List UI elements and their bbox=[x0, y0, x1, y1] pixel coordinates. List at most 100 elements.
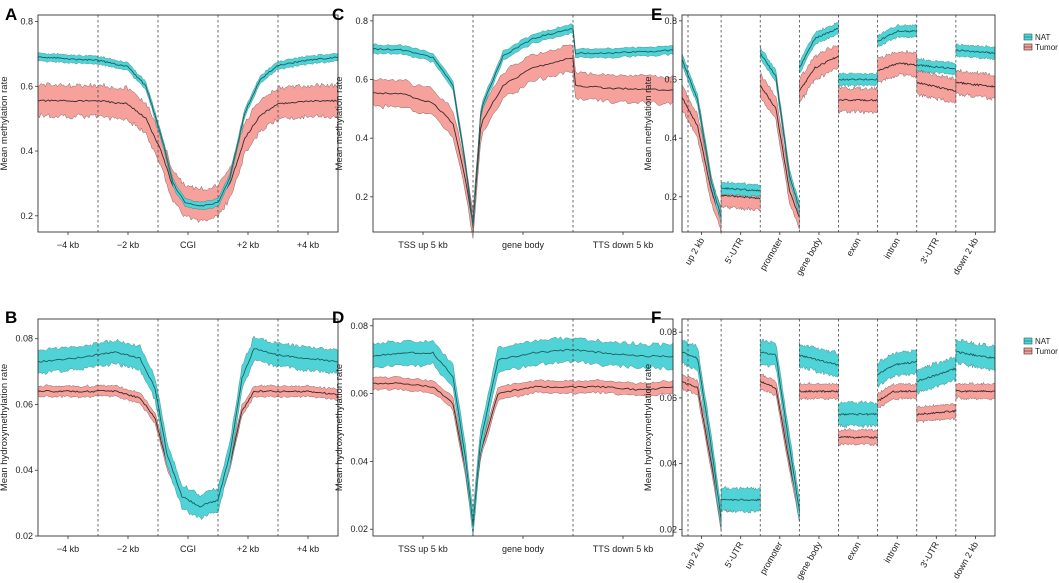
y-tick-label: 0.6 bbox=[20, 81, 33, 91]
band-nat-F-5 bbox=[877, 348, 918, 388]
x-tick-label: intron bbox=[882, 540, 902, 564]
band-nat-C-0 bbox=[372, 23, 674, 231]
y-tick-label: 0.08 bbox=[15, 334, 33, 344]
x-tick-label: gene body bbox=[502, 544, 545, 554]
x-tick-label: +2 kb bbox=[237, 240, 259, 250]
line-nat-F-7 bbox=[955, 351, 996, 359]
y-tick-label: 0.02 bbox=[659, 524, 677, 534]
y-tick-label: 0.08 bbox=[350, 321, 368, 331]
y-tick-label: 0.8 bbox=[664, 16, 677, 26]
x-tick-label: 3′-UTR bbox=[918, 236, 941, 266]
line-nat-F-5 bbox=[877, 360, 917, 376]
x-tick-label: −2 kb bbox=[117, 544, 139, 554]
x-tick-label: exon bbox=[844, 540, 862, 562]
band-tumor-F-2 bbox=[760, 373, 800, 521]
x-tick-label: TTS down 5 kb bbox=[593, 544, 654, 554]
x-tick-label: up 2 kb bbox=[683, 540, 706, 571]
y-axis-label: Mean methylation rate bbox=[334, 77, 345, 171]
x-tick-label: TTS down 5 kb bbox=[593, 240, 654, 250]
y-tick-label: 0.04 bbox=[350, 456, 368, 466]
x-tick-label: +4 kb bbox=[297, 240, 319, 250]
panel-letter: E bbox=[651, 5, 662, 24]
band-nat-E-3 bbox=[799, 22, 839, 74]
panel-letter: D bbox=[332, 308, 344, 327]
line-tumor-E-7 bbox=[955, 81, 996, 88]
x-tick-label: TSS up 5 kb bbox=[398, 240, 448, 250]
panel-F: 0.02 0.04 0.06 0.08 up 2 kb 5′-UTR promoter gen… bbox=[643, 308, 996, 581]
y-axis-label: Mean hydroxymethylation rate bbox=[0, 364, 10, 491]
line-nat-F-1 bbox=[720, 498, 761, 502]
x-tick-label: exon bbox=[844, 236, 862, 258]
line-tumor-E-3 bbox=[799, 55, 839, 92]
x-tick-label: promoter bbox=[758, 540, 785, 576]
y-tick-label: 0.2 bbox=[664, 192, 677, 202]
x-tick-label: gene body bbox=[794, 236, 824, 278]
y-axis-label: Mean methylation rate bbox=[0, 77, 10, 171]
line-nat-E-2 bbox=[759, 52, 800, 209]
line-tumor-F-3 bbox=[799, 389, 839, 393]
line-nat-F-2 bbox=[759, 351, 800, 510]
band-tumor-E-4 bbox=[838, 85, 878, 115]
line-nat-E-5 bbox=[877, 29, 917, 42]
line-nat-E-0 bbox=[681, 58, 722, 218]
x-tick-label: intron bbox=[882, 236, 902, 260]
legend-label-nat: NAT bbox=[1035, 337, 1051, 346]
panel-A: 0.2 0.4 0.6 0.8 −4 kb −2 kb CGI +2 kb +4 kb Mean … bbox=[0, 5, 339, 250]
y-tick-label: 0.2 bbox=[355, 192, 368, 202]
panel-letter: F bbox=[651, 308, 661, 327]
line-tumor-F-4 bbox=[838, 435, 878, 439]
line-tumor-F-2 bbox=[760, 381, 800, 514]
y-tick-label: 0.4 bbox=[664, 133, 677, 143]
panel-E: 0.2 0.4 0.6 0.8 up 2 kb 5′-UTR promoter gene bo… bbox=[643, 5, 996, 278]
legend-label-tumor: Tumor bbox=[1035, 347, 1058, 356]
line-tumor-E-1 bbox=[721, 194, 761, 200]
x-tick-label: gene body bbox=[502, 240, 545, 250]
x-tick-label: −2 kb bbox=[117, 240, 139, 250]
y-tick-label: 0.6 bbox=[664, 75, 677, 85]
band-nat-D-0 bbox=[372, 336, 674, 537]
y-tick-label: 0.8 bbox=[20, 16, 33, 26]
band-tumor-E-5 bbox=[877, 49, 918, 84]
y-tick-label: 0.6 bbox=[355, 75, 368, 85]
band-tumor-F-6 bbox=[916, 402, 957, 424]
band-nat-F-2 bbox=[760, 338, 800, 523]
x-tick-label: down 2 kb bbox=[951, 236, 980, 277]
x-tick-label: +2 kb bbox=[237, 544, 259, 554]
band-tumor-D-0 bbox=[372, 376, 674, 534]
plot-frame bbox=[681, 14, 996, 233]
panel-C: 0.2 0.4 0.6 0.8 TSS up 5 kb gene body TTS down… bbox=[332, 5, 674, 250]
line-nat-F-3 bbox=[799, 354, 839, 366]
y-tick-label: 0.02 bbox=[350, 524, 368, 534]
line-nat-E-7 bbox=[955, 49, 996, 55]
line-nat-D-0 bbox=[372, 348, 674, 526]
plot-frame bbox=[681, 318, 996, 537]
line-nat-F-4 bbox=[838, 412, 878, 416]
legend-label-nat: NAT bbox=[1035, 33, 1051, 42]
line-nat-E-3 bbox=[799, 27, 839, 69]
y-axis-label: Mean hydroxymethylation rate bbox=[643, 364, 654, 491]
line-nat-B-0 bbox=[37, 348, 339, 508]
panel-letter: B bbox=[5, 308, 17, 327]
line-tumor-F-6 bbox=[916, 409, 957, 416]
y-tick-label: 0.06 bbox=[659, 393, 677, 403]
band-tumor-E-0 bbox=[681, 84, 722, 234]
band-tumor-F-5 bbox=[877, 382, 918, 408]
x-tick-label: −4 kb bbox=[57, 240, 79, 250]
y-tick-label: 0.08 bbox=[659, 327, 677, 337]
x-tick-label: CGI bbox=[180, 544, 196, 554]
line-nat-A-0 bbox=[37, 56, 339, 207]
band-nat-B-0 bbox=[37, 335, 339, 520]
y-tick-label: 0.06 bbox=[15, 399, 33, 409]
y-tick-label: 0.02 bbox=[15, 531, 33, 541]
line-tumor-E-5 bbox=[877, 62, 918, 72]
line-tumor-E-4 bbox=[838, 98, 878, 102]
panel-D: 0.02 0.04 0.06 0.08 TSS up 5 kb gene body TTS … bbox=[332, 308, 674, 554]
y-tick-label: 0.4 bbox=[20, 146, 33, 156]
x-tick-label: CGI bbox=[180, 240, 196, 250]
y-tick-label: 0.04 bbox=[15, 465, 33, 475]
panel-letter: C bbox=[332, 5, 344, 24]
line-nat-F-0 bbox=[681, 351, 722, 520]
line-nat-F-6 bbox=[916, 367, 957, 383]
